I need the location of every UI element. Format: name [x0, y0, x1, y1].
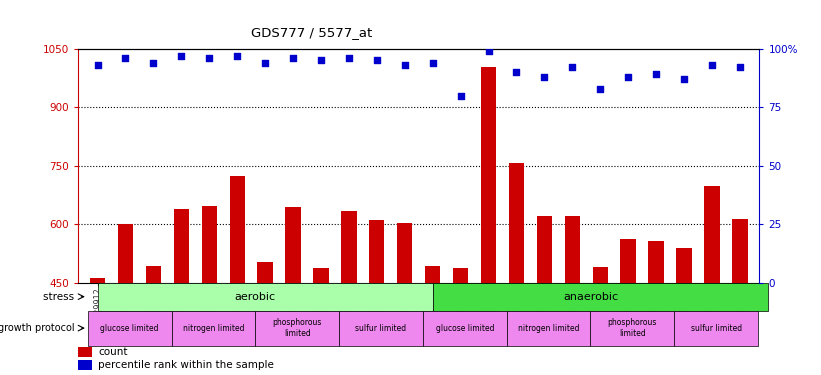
Point	[370, 57, 383, 63]
Bar	[565, 216, 580, 283]
Point	[259, 60, 272, 66]
Bar	[314, 267, 328, 283]
Point	[203, 55, 216, 61]
Text: stress: stress	[43, 292, 77, 302]
Bar	[98, 283, 433, 310]
Bar	[433, 283, 768, 310]
Point	[733, 64, 746, 70]
Bar	[89, 278, 105, 283]
Point	[510, 69, 523, 75]
Text: glucose limited: glucose limited	[435, 324, 494, 333]
Bar	[590, 310, 674, 346]
Bar	[509, 164, 524, 283]
Text: percentile rank within the sample: percentile rank within the sample	[99, 360, 274, 370]
Text: GDS777 / 5577_at: GDS777 / 5577_at	[251, 26, 373, 39]
Bar	[453, 268, 468, 283]
Text: count: count	[99, 347, 128, 357]
Bar	[674, 310, 758, 346]
Text: nitrogen limited: nitrogen limited	[518, 324, 580, 333]
Point	[91, 62, 104, 68]
Bar	[537, 216, 552, 283]
Bar	[423, 310, 507, 346]
Bar	[507, 310, 590, 346]
Bar	[677, 248, 692, 283]
Bar	[397, 224, 412, 283]
Point	[454, 93, 467, 99]
Text: sulfur limited: sulfur limited	[690, 324, 741, 333]
Text: aerobic: aerobic	[235, 292, 276, 302]
Bar	[732, 219, 748, 283]
Point	[231, 53, 244, 59]
Bar	[286, 207, 300, 283]
Text: phosphorous
limited: phosphorous limited	[273, 318, 322, 338]
Text: glucose limited: glucose limited	[100, 324, 159, 333]
Bar	[145, 266, 161, 283]
Point	[594, 86, 607, 92]
Point	[621, 74, 635, 80]
Point	[538, 74, 551, 80]
Point	[482, 48, 495, 54]
Point	[566, 64, 579, 70]
Point	[705, 62, 718, 68]
Text: nitrogen limited: nitrogen limited	[183, 324, 244, 333]
Point	[398, 62, 411, 68]
Point	[175, 53, 188, 59]
Point	[119, 55, 132, 61]
Bar	[649, 242, 663, 283]
Point	[147, 60, 160, 66]
Bar	[255, 310, 339, 346]
Bar	[117, 224, 133, 283]
Bar	[78, 360, 92, 370]
Bar	[481, 67, 496, 283]
Point	[314, 57, 328, 63]
Bar	[258, 262, 273, 283]
Point	[426, 60, 439, 66]
Bar	[78, 347, 92, 357]
Point	[287, 55, 300, 61]
Bar	[593, 267, 608, 283]
Bar	[202, 206, 217, 283]
Point	[677, 76, 690, 82]
Bar	[88, 310, 172, 346]
Text: anaerobic: anaerobic	[563, 292, 618, 302]
Bar	[369, 220, 384, 283]
Bar	[339, 310, 423, 346]
Bar	[172, 310, 255, 346]
Bar	[425, 266, 440, 283]
Bar	[174, 210, 189, 283]
Bar	[704, 186, 720, 283]
Bar	[342, 211, 356, 283]
Bar	[621, 240, 635, 283]
Point	[342, 55, 355, 61]
Bar	[230, 176, 245, 283]
Point	[649, 72, 663, 78]
Text: phosphorous
limited: phosphorous limited	[608, 318, 657, 338]
Text: growth protocol: growth protocol	[0, 323, 77, 333]
Text: sulfur limited: sulfur limited	[355, 324, 406, 333]
